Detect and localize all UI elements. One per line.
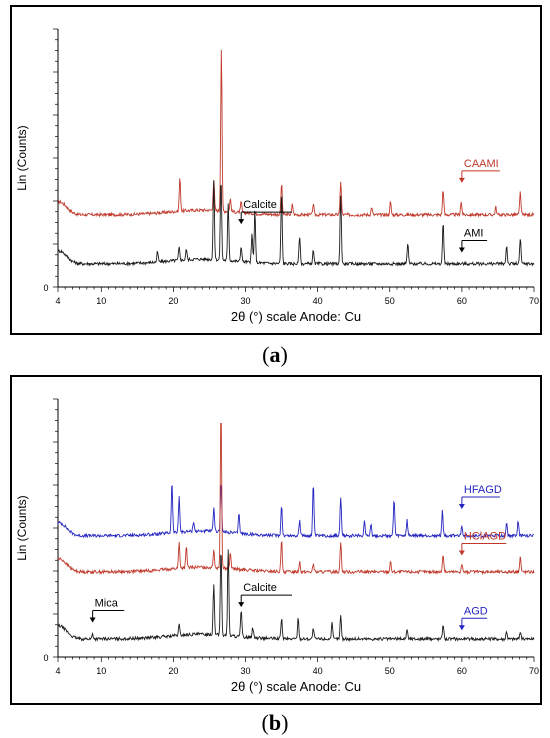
annotation-label: AMI [464, 228, 484, 240]
arrow-down-icon [458, 177, 465, 183]
x-tick-label: 30 [241, 666, 251, 676]
annotation-label: HFAGD [464, 484, 502, 496]
annotation-calcite: Calcite [238, 582, 292, 608]
panel-a: 4 10 20 30 40 50 60 70 0 2θ (°) scale Anode: Cu Li… [10, 5, 542, 335]
arrow-down-icon [458, 504, 465, 510]
panel-b-caption: (b) [0, 710, 550, 736]
caption-close-paren: ) [280, 342, 288, 367]
annotation-agd: AGD [458, 605, 488, 631]
caption-open-paren: ( [261, 710, 269, 735]
annotation-label: AGD [464, 605, 488, 617]
x-tick-label: 50 [385, 296, 395, 306]
y-axis-label: Lin (Counts) [15, 125, 29, 190]
caption-letter: b [268, 710, 282, 735]
annotation-label: CAAMI [464, 158, 499, 170]
x-tick-label: 4 [55, 666, 60, 676]
annotation-hfagd: HFAGD [458, 484, 502, 510]
annotation-calcite: Calcite [238, 199, 292, 225]
annotation-label: Calcite [243, 582, 277, 594]
annotation-label: Mica [95, 598, 119, 610]
arrow-down-icon [238, 602, 245, 608]
panel-b: 4 10 20 30 40 50 60 70 0 2θ (°) scale Anode: Cu Li… [10, 375, 542, 705]
x-tick-label: 30 [241, 296, 251, 306]
x-axis-label: 2θ (°) scale Anode: Cu [231, 309, 361, 324]
x-tick-label: 50 [385, 666, 395, 676]
series-line-agd [57, 549, 535, 643]
series-line-hfagd [57, 484, 535, 539]
x-tick-label: 20 [168, 296, 178, 306]
panel-a-caption: (a) [0, 342, 550, 368]
series-line-caami [57, 49, 535, 218]
arrow-down-icon [458, 550, 465, 556]
caption-open-paren: ( [262, 342, 270, 367]
x-tick-label: 70 [529, 666, 539, 676]
annotation-caami: CAAMI [458, 158, 500, 183]
annotation-hclagd: HClAGD [458, 530, 507, 556]
series-line-ami [57, 180, 535, 267]
caption-letter: a [269, 342, 281, 367]
xrd-chart-b: 4 10 20 30 40 50 60 70 0 2θ (°) scale Anode: Cu Li… [15, 398, 539, 694]
x-tick-label: 60 [457, 666, 467, 676]
arrow-down-icon [238, 219, 245, 225]
x-tick-label: 4 [55, 296, 60, 306]
x-tick-label: 60 [457, 296, 467, 306]
x-tick-label: 40 [313, 666, 323, 676]
x-tick-label: 20 [168, 666, 178, 676]
annotation-label: Calcite [243, 199, 277, 211]
x-tick-label: 10 [96, 666, 106, 676]
annotation-label: HClAGD [464, 530, 506, 542]
x-axis-label: 2θ (°) scale Anode: Cu [231, 679, 361, 694]
x-tick-label: 10 [96, 296, 106, 306]
annotation-mica: Mica [89, 598, 125, 623]
y-zero-label: 0 [43, 653, 48, 663]
annotation-ami: AMI [458, 228, 488, 253]
arrow-down-icon [458, 625, 465, 631]
series-line-hclagd [57, 423, 535, 576]
y-axis-label: Lin (Counts) [15, 495, 29, 560]
xrd-chart-a: 4 10 20 30 40 50 60 70 0 2θ (°) scale Anode: Cu Li… [15, 28, 539, 324]
caption-close-paren: ) [281, 710, 289, 735]
arrow-down-icon [458, 247, 465, 253]
y-zero-label: 0 [43, 283, 48, 293]
x-tick-label: 40 [313, 296, 323, 306]
x-tick-label: 70 [529, 296, 539, 306]
arrow-down-icon [89, 617, 96, 623]
